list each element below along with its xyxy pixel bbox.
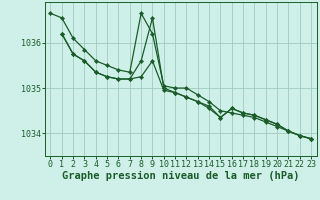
X-axis label: Graphe pression niveau de la mer (hPa): Graphe pression niveau de la mer (hPa) (62, 171, 300, 181)
